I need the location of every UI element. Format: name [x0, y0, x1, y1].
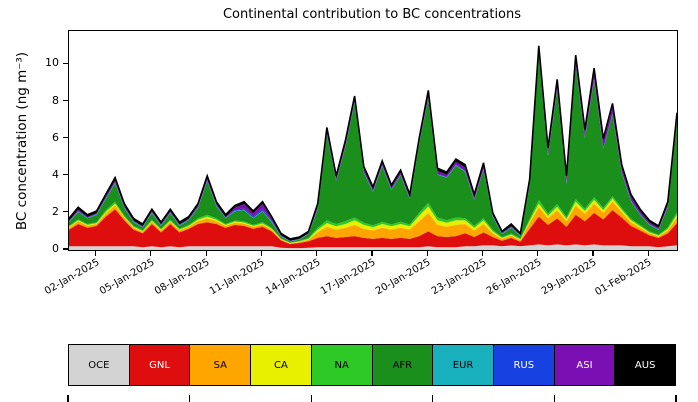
legend-item-EUR: EUR: [432, 344, 494, 386]
legend-item-AFR: AFR: [371, 344, 434, 386]
x-tick: [481, 251, 484, 256]
y-tick: [63, 211, 68, 213]
legend-item-CA: CA: [250, 344, 312, 386]
x-tick: [260, 251, 263, 256]
legend-axis-tick: [675, 395, 677, 402]
y-tick: [63, 62, 68, 64]
y-tick-label: 6: [52, 130, 59, 144]
legend-item-ASI: ASI: [553, 344, 616, 386]
legend-item-OCE: OCE: [68, 344, 130, 386]
chart-title: Continental contribution to BC concentra…: [222, 7, 522, 22]
legend-axis-tick: [553, 395, 555, 402]
x-tick-label: 01-Feb-2025: [593, 257, 654, 299]
x-tick: [150, 251, 152, 256]
plot-area: [68, 30, 678, 251]
legend-axis-tick: [67, 395, 69, 402]
x-tick: [592, 251, 594, 256]
legend-item-AUS: AUS: [614, 344, 677, 386]
x-tick: [95, 251, 97, 256]
x-tick: [371, 251, 373, 256]
area-GNL: [69, 209, 677, 249]
y-tick: [63, 174, 68, 176]
y-tick-label: 10: [45, 56, 59, 70]
legend-axis-tick: [432, 395, 434, 402]
y-tick-label: 4: [52, 167, 59, 181]
legend-axis-tick: [310, 395, 312, 402]
legend: OCE GNL SA CA NA AFR EUR RUS ASI AUS: [68, 344, 677, 386]
y-tick-label: 2: [52, 204, 59, 218]
legend-item-GNL: GNL: [128, 344, 191, 386]
x-tick: [537, 251, 539, 256]
legend-axis-tick: [189, 395, 191, 402]
y-tick: [63, 99, 68, 102]
area-AFR: [69, 55, 677, 243]
total-outline: [69, 45, 677, 240]
x-tick: [647, 251, 649, 256]
stacked-area-chart: [69, 45, 677, 250]
legend-item-NA: NA: [310, 344, 373, 386]
y-tick-label: 8: [52, 93, 59, 107]
y-tick: [63, 137, 68, 139]
x-tick: [205, 251, 207, 256]
x-tick: [316, 251, 318, 256]
y-tick-label: 0: [52, 242, 59, 255]
area-SA: [69, 201, 677, 245]
legend-item-SA: SA: [189, 344, 252, 386]
y-tick: [63, 248, 68, 250]
x-tick: [426, 251, 428, 256]
legend-item-RUS: RUS: [492, 344, 555, 386]
